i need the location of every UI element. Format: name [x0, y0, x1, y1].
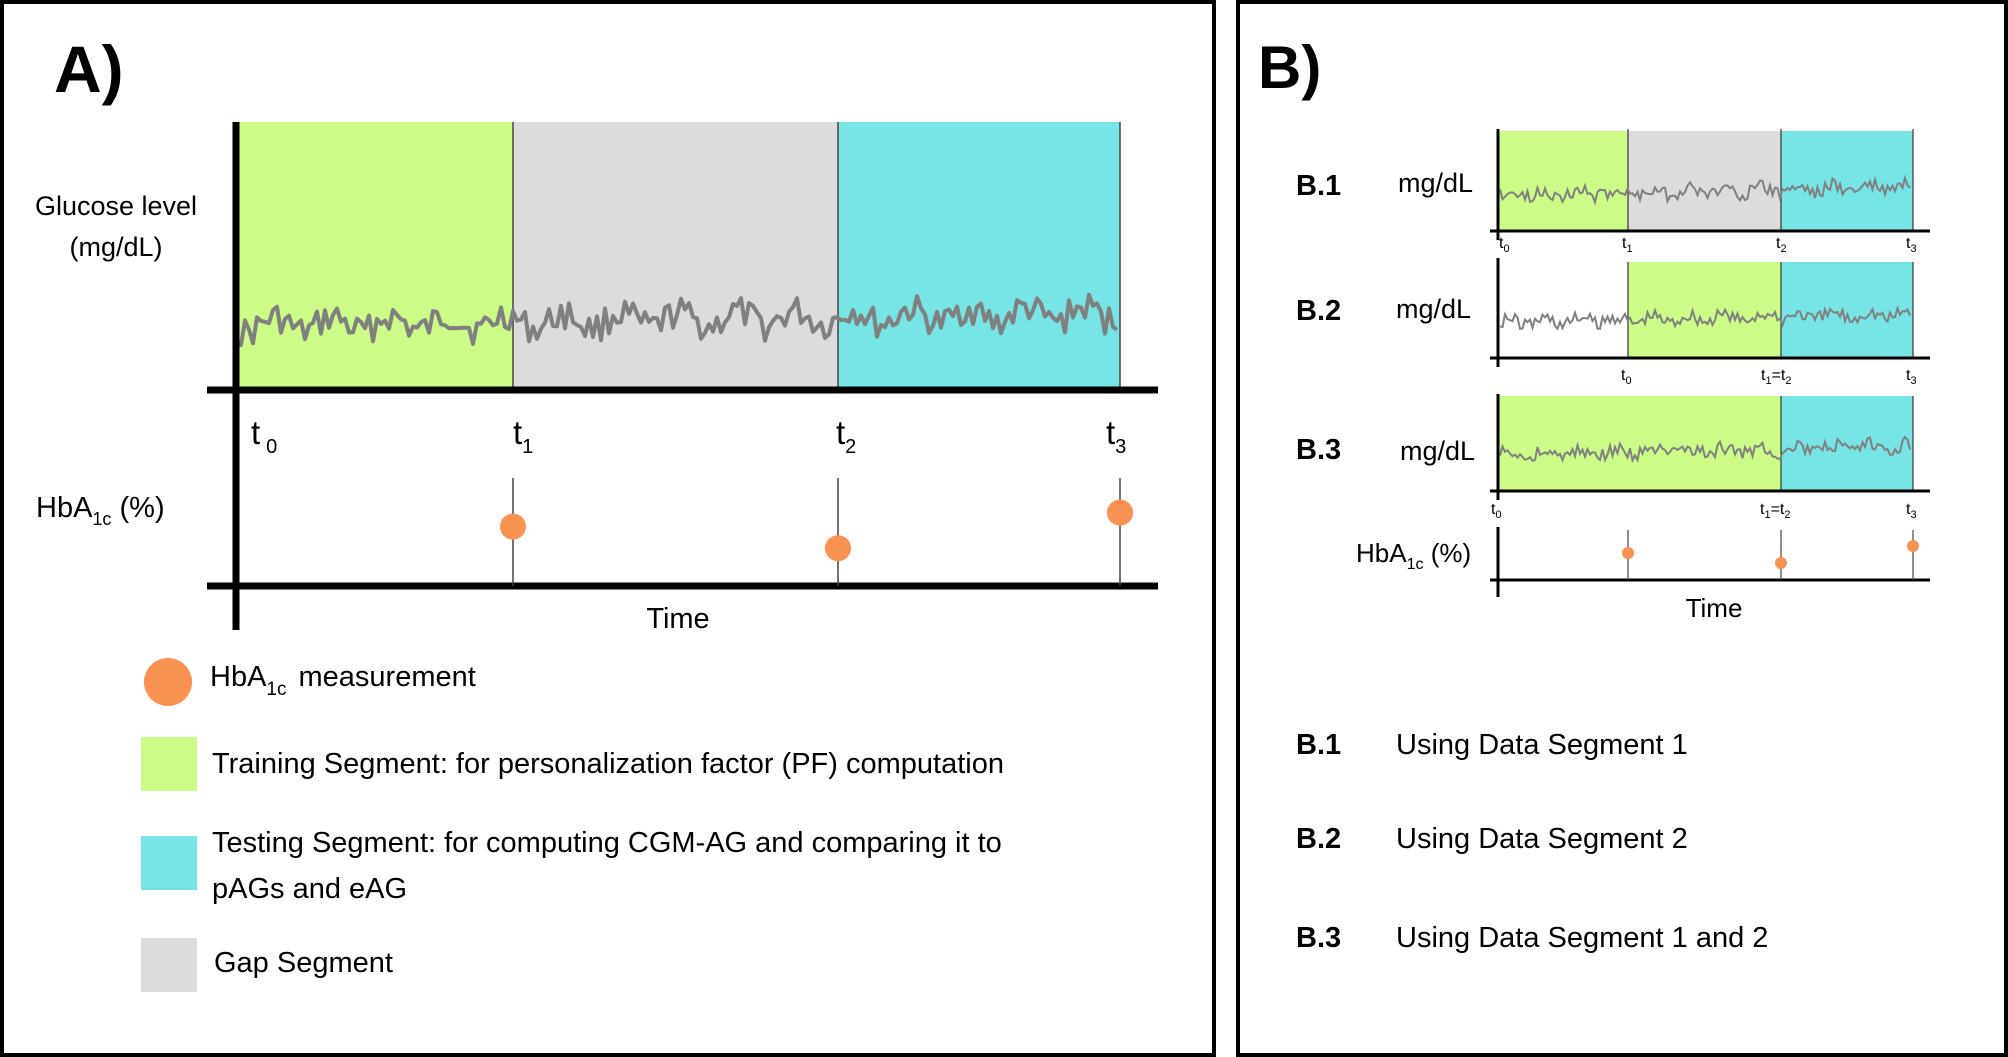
b1-tick-t0: t0 — [1499, 235, 1510, 255]
b1-tick-t3: t3 — [1906, 235, 1917, 255]
desc-b1-text: Using Data Segment 1 — [1396, 729, 1688, 761]
panel-b-row-b1: B.1 mg/dL t0 t1 t2 t3 — [1296, 129, 1930, 255]
b1-glucose-trace — [1499, 174, 1911, 206]
b1-tick-t1: t1 — [1622, 235, 1633, 255]
legend-training-label: Training Segment: for personalization fa… — [212, 748, 1004, 780]
b3-glucose-trace — [1499, 435, 1911, 464]
b1-unit-label: mg/dL — [1398, 168, 1473, 198]
panel-a-hba1c-marker-t1 — [500, 513, 526, 540]
panel-b-frame — [1236, 0, 2008, 1057]
panel-a-hba1c-marker-t3 — [1107, 499, 1133, 526]
desc-b3-text: Using Data Segment 1 and 2 — [1396, 922, 1768, 954]
panel-a-y-label-line2: (mg/dL) — [69, 232, 162, 262]
panel-a-x-label: Time — [646, 603, 709, 635]
b3-tick-t0: t0 — [1491, 501, 1502, 521]
panel-a-y-label-line1: Glucose level — [35, 191, 197, 221]
b-hba1c-marker-1 — [1622, 547, 1634, 559]
b3-tick-t1t2: t1=t2 — [1760, 501, 1791, 521]
b1-training-segment — [1498, 131, 1628, 231]
panel-a-label: A) — [54, 32, 124, 106]
b1-tick-t2: t2 — [1776, 235, 1787, 255]
b1-testing-segment — [1781, 131, 1913, 231]
desc-b2-id: B.2 — [1296, 823, 1341, 855]
panel-a-hba1c-marker-t2 — [825, 535, 851, 562]
b-hba1c-label: HbA1c (%) — [1356, 538, 1471, 573]
panel-a-training-segment — [237, 122, 513, 390]
panel-a-glucose-trace — [235, 292, 1119, 348]
b3-row-id: B.3 — [1296, 434, 1341, 466]
b3-unit-label: mg/dL — [1400, 436, 1475, 466]
legend-gap-swatch — [141, 938, 197, 992]
panel-b-row-b3: B.3 mg/dL t0 t1=t2 t3 — [1296, 394, 1930, 521]
panel-b-row-b2: B.2 mg/dL t0 t1=t2 t3 — [1296, 258, 1930, 387]
legend-training-swatch — [141, 737, 197, 791]
b2-unit-label: mg/dL — [1396, 294, 1471, 324]
legend: HbA1c measurement Training Segment: for p… — [141, 658, 1004, 992]
b3-testing-segment — [1781, 396, 1913, 491]
b2-tick-t1t2: t1=t2 — [1761, 367, 1792, 387]
b-hba1c-marker-2 — [1775, 557, 1787, 569]
desc-b2-text: Using Data Segment 2 — [1396, 823, 1688, 855]
legend-hba1c-swatch — [144, 658, 192, 706]
desc-b3-id: B.3 — [1296, 922, 1341, 954]
panel-a-gap-segment — [513, 122, 838, 390]
b2-tick-t0: t0 — [1621, 367, 1632, 387]
b2-glucose-trace — [1499, 305, 1911, 332]
legend-testing-label-line1: Testing Segment: for computing CGM-AG an… — [212, 827, 1002, 859]
b2-testing-segment — [1781, 262, 1913, 358]
panel-b-label: B) — [1258, 34, 1321, 101]
legend-hba1c-label: HbA1c measurement — [210, 661, 476, 700]
b2-row-id: B.2 — [1296, 295, 1341, 327]
desc-b1-id: B.1 — [1296, 729, 1341, 761]
b2-tick-t3: t3 — [1906, 367, 1917, 387]
panel-b: B) B.1 mg/dL t0 t1 t2 t3 — [1258, 34, 1930, 954]
panel-b-hba1c-track: HbA1c (%) Time — [1356, 527, 1930, 623]
panel-a-testing-segment — [838, 122, 1120, 390]
b3-training-segment — [1498, 396, 1781, 491]
b-hba1c-marker-3 — [1907, 540, 1919, 552]
b3-tick-t3: t3 — [1906, 501, 1917, 521]
panel-a-hba1c-label: HbA1c (%) — [36, 492, 165, 529]
b2-training-segment — [1628, 262, 1781, 358]
legend-testing-swatch — [141, 836, 197, 890]
panel-b-descriptions: B.1 Using Data Segment 1 B.2 Using Data … — [1296, 729, 1768, 954]
panel-a-tick-t3: t3 — [1106, 414, 1126, 458]
panel-a-frame — [0, 0, 1216, 1057]
b1-gap-segment — [1628, 131, 1781, 231]
panel-a-tick-t2: t2 — [836, 414, 856, 458]
b1-row-id: B.1 — [1296, 170, 1341, 202]
panel-a-tick-t1: t1 — [513, 414, 533, 458]
legend-gap-label: Gap Segment — [214, 947, 393, 979]
legend-testing-label-line2: pAGs and eAG — [212, 873, 407, 905]
b-x-label: Time — [1686, 593, 1743, 623]
